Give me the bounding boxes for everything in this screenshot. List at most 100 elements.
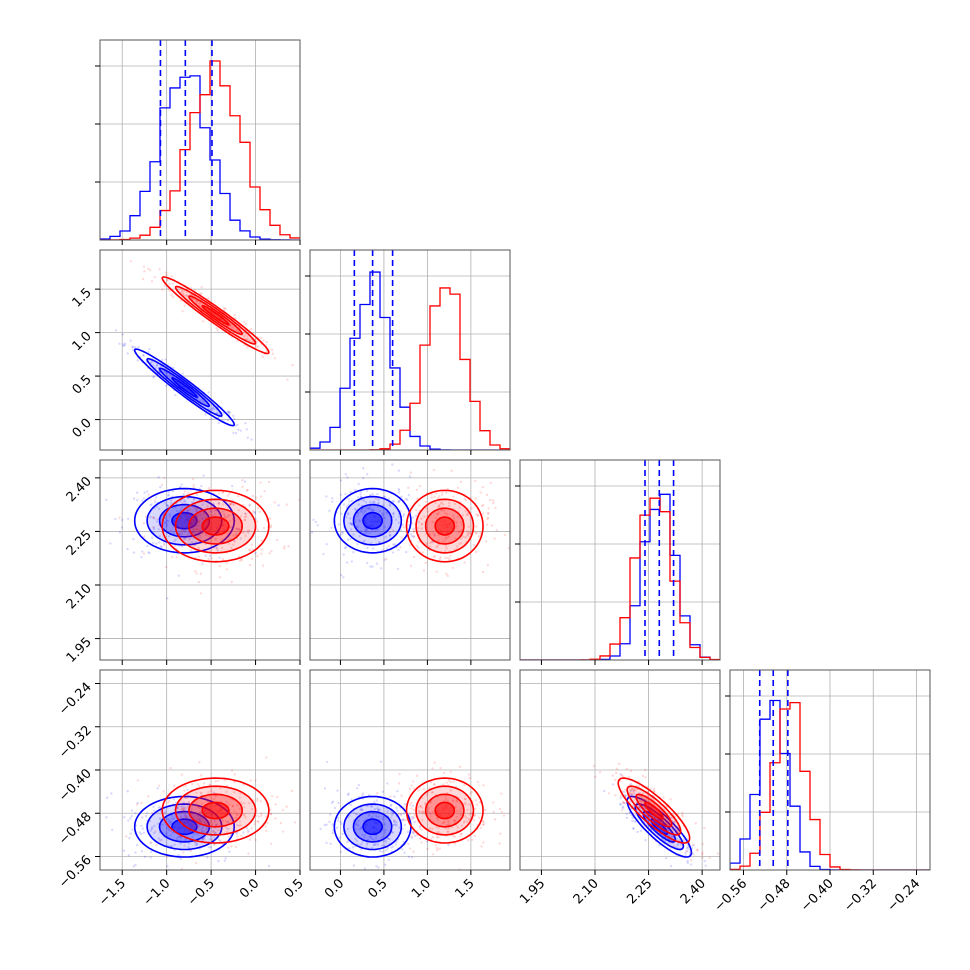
scatter-point [197,555,200,558]
scatter-point [232,503,236,507]
scatter-point [195,572,198,575]
scatter-point [189,820,192,823]
scatter-point [126,547,129,551]
scatter-point [150,841,153,844]
scatter-point [182,493,185,496]
scatter-point [182,537,186,541]
contour-series-0-level-1 [158,367,211,408]
scatter-point [229,502,233,505]
scatter-point [441,491,444,494]
scatter-point [192,486,195,489]
scatter-point [233,773,237,776]
scatter-point [156,518,159,521]
scatter-point [180,532,184,535]
scatter-point [314,520,318,524]
scatter-point [165,503,169,507]
scatter-point [248,563,252,567]
contour-series-0-level-2 [146,357,223,417]
scatter-point [228,513,232,517]
scatter-point [451,566,455,570]
scatter-point [389,533,392,537]
scatter-point [230,546,233,549]
scatter-point [430,496,433,499]
scatter-point [383,495,387,499]
scatter-point [170,814,173,817]
scatter-point [118,531,122,534]
scatter-point [411,516,415,519]
scatter-point [350,560,354,563]
scatter-point [110,792,113,795]
x-tick-label: −0.24 [885,876,924,915]
scatter-point [349,522,353,525]
scatter-point [384,863,387,867]
scatter-point [384,535,388,539]
scatter-point [258,510,261,514]
scatter-point [198,524,201,527]
scatter-point [152,805,155,809]
scatter-point [631,827,635,830]
scatter-point [185,820,188,823]
scatter-point [347,512,350,515]
scatter-point [246,346,249,349]
scatter-point [463,497,467,500]
scatter-point [121,333,125,336]
scatter-point [379,567,383,570]
scatter-point [708,856,711,859]
scatter-point [197,519,201,523]
scatter-point [350,528,353,531]
scatter-point [157,806,161,809]
scatter-point [135,803,139,806]
x-tick-label: 0.5 [366,876,391,901]
scatter-point [162,790,165,793]
y-tick-label: −0.40 [56,766,95,805]
scatter-point [228,850,231,853]
scatter-point [378,509,381,513]
scatter-point [459,480,463,484]
scatter-point [388,531,392,534]
scatter-point [486,517,489,521]
scatter-point [400,495,403,498]
scatter-point [186,534,189,538]
scatter-point [213,509,216,512]
scatter-point [423,872,425,874]
scatter-point [364,529,367,533]
scatter-point [176,806,179,809]
scatter-point [424,561,427,565]
scatter-point [130,809,134,812]
scatter-point [198,302,201,305]
scatter-point [259,481,262,484]
scatter-point [226,514,230,517]
scatter-point [181,501,184,504]
scatter-point [246,335,249,338]
scatter-point [474,550,478,554]
scatter-point [243,334,246,337]
scatter-point [208,537,212,540]
scatter-point [160,483,164,487]
scatter-point [252,510,255,513]
scatter-point [175,509,179,513]
scatter-point [381,548,384,552]
scatter-point [352,864,356,867]
scatter-point [173,843,176,846]
scatter-point [337,801,340,805]
scatter-point [147,493,150,496]
scatter-point [192,872,194,874]
scatter-point [179,842,182,845]
scatter-point [364,529,367,532]
scatter-point [159,806,162,809]
scatter-point [140,824,143,827]
scatter-point [170,275,173,278]
scatter-point [169,499,173,502]
scatter-point [423,515,426,518]
scatter-point [180,838,183,842]
scatter-point [160,546,163,549]
scatter-point [229,530,232,533]
scatter-point [668,844,671,848]
scatter-point [191,835,194,839]
x-tick-label: 0.0 [322,876,347,901]
scatter-point [328,813,332,816]
scatter-point [141,550,144,553]
scatter-point [180,773,184,776]
scatter-point [169,514,172,517]
scatter-point [202,474,205,477]
